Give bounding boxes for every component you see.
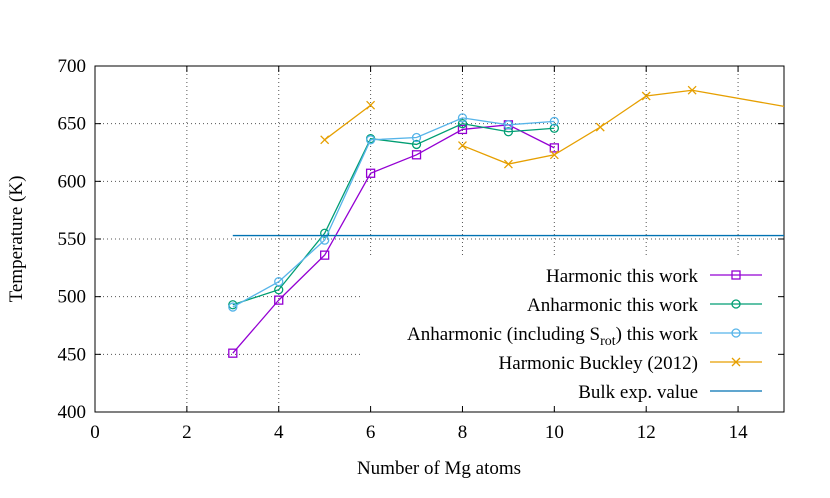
x-tick-label: 10	[545, 422, 564, 443]
series-harmonic-buckley-2012	[320, 85, 785, 169]
data-point	[503, 127, 514, 137]
x-tick-label: 12	[637, 422, 656, 443]
y-axis-label: Temperature (K)	[6, 176, 27, 303]
legend-label-anharmonic-this-work: Anharmonic this work	[527, 295, 698, 316]
x-tick-label: 14	[729, 422, 749, 443]
data-point	[549, 116, 559, 127]
x-tick-label: 4	[274, 422, 284, 443]
data-point	[274, 277, 284, 287]
data-point	[228, 302, 238, 312]
y-tick-label: 650	[58, 114, 87, 135]
y-tick-label: 450	[58, 344, 87, 365]
data-point	[457, 119, 468, 129]
y-tick-label: 700	[58, 56, 87, 77]
series-line	[232, 117, 555, 308]
data-point	[365, 135, 376, 145]
data-point	[411, 139, 422, 150]
legend-label-harmonic-this-work: Harmonic this work	[546, 266, 698, 287]
data-point	[641, 91, 651, 101]
data-point	[411, 150, 422, 160]
data-point	[457, 124, 468, 135]
data-point	[549, 150, 559, 160]
data-point	[320, 250, 330, 260]
data-point	[549, 123, 559, 133]
axis-ticks	[94, 65, 784, 413]
series-anharmonic-this-work	[228, 119, 559, 310]
x-tick-label: 0	[90, 422, 100, 443]
data-point	[595, 122, 605, 132]
data-point	[457, 113, 468, 123]
series-line	[462, 89, 785, 165]
y-tick-label: 500	[58, 287, 87, 308]
data-point	[687, 85, 697, 95]
y-tick-label: 400	[58, 402, 87, 423]
legend-marker-harmonic-buckley-2012	[731, 357, 741, 367]
data-point	[366, 100, 376, 110]
legend-label-anharmonic-srot-this-work: Anharmonic (including Srot) this work	[407, 324, 699, 349]
legend-marker-anharmonic-this-work	[731, 299, 741, 309]
y-tick-label: 600	[58, 171, 87, 192]
y-tick-label: 550	[58, 229, 87, 250]
data-point	[549, 143, 559, 153]
data-point	[411, 132, 422, 143]
data-point	[320, 228, 330, 238]
data-point	[503, 159, 513, 169]
legend-label-bulk-exp-value: Bulk exp. value	[578, 382, 698, 403]
data-point	[228, 348, 238, 358]
series-layer	[228, 85, 785, 358]
data-point	[365, 168, 376, 178]
legend-marker-anharmonic-including-s-rot-this-work	[731, 328, 741, 338]
data-point	[503, 120, 514, 130]
data-point	[274, 295, 284, 305]
data-point	[458, 141, 467, 151]
series-anharmonic-including-s-rot-this-work	[228, 113, 559, 312]
series-line	[324, 104, 371, 141]
data-point	[320, 135, 330, 145]
legend: Harmonic this work Anharmonic this work …	[407, 266, 762, 403]
x-tick-label: 8	[458, 422, 468, 443]
x-tick-label: 2	[182, 422, 192, 443]
series-line	[232, 122, 555, 306]
legend-label-harmonic-buckley-2012: Harmonic Buckley (2012)	[499, 353, 698, 374]
legend-samples	[710, 270, 762, 392]
x-axis-label: Number of Mg atoms	[357, 458, 521, 479]
series-line	[232, 124, 555, 354]
legend-marker-harmonic-this-work	[731, 270, 741, 280]
x-tick-label: 6	[366, 422, 376, 443]
